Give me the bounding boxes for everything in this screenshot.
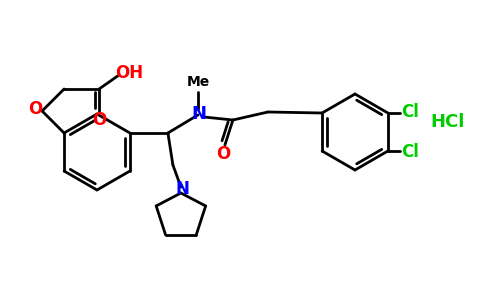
Text: Cl: Cl xyxy=(401,143,419,161)
Text: Me: Me xyxy=(186,75,210,89)
Text: HCl: HCl xyxy=(431,113,465,131)
Text: Cl: Cl xyxy=(401,103,419,121)
Text: O: O xyxy=(28,100,42,118)
Text: N: N xyxy=(176,180,190,198)
Text: OH: OH xyxy=(115,64,143,82)
Text: N: N xyxy=(191,105,206,123)
Text: O: O xyxy=(92,111,106,129)
Text: O: O xyxy=(216,145,230,163)
